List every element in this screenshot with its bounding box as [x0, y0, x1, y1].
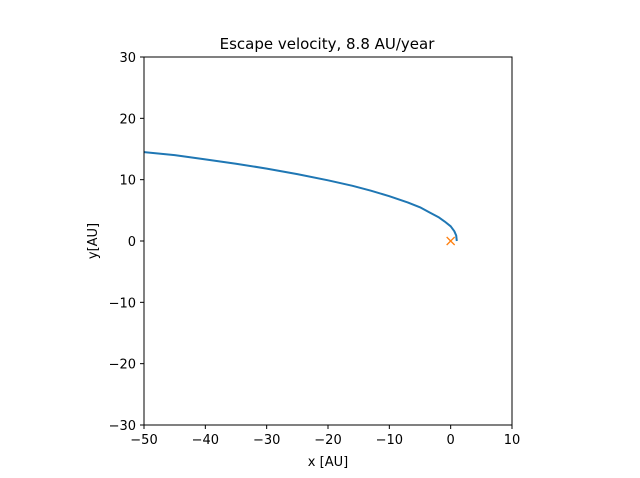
x-tick-label: −50 [130, 433, 157, 448]
y-tick-label: 0 [128, 235, 136, 250]
x-tick-label: 0 [447, 433, 455, 448]
y-tick-label: −10 [109, 296, 136, 311]
x-axis-label: x [AU] [308, 455, 348, 470]
trajectory-line [144, 151, 458, 242]
y-axis-label: y[AU] [86, 223, 101, 259]
y-tick-label: 20 [119, 112, 136, 127]
y-tick-label: 30 [119, 51, 136, 66]
y-tick-label: −20 [109, 358, 136, 373]
sun-marker [446, 236, 456, 246]
x-tick-label: 10 [504, 433, 521, 448]
y-tick-label: −30 [109, 419, 136, 434]
x-tick-label: −30 [253, 433, 280, 448]
x-tick-label: −40 [192, 433, 219, 448]
x-tick-label: −10 [376, 433, 403, 448]
y-tick-label: 10 [119, 174, 136, 189]
x-tick-label: −20 [314, 433, 341, 448]
chart-title: Escape velocity, 8.8 AU/year [220, 35, 436, 53]
